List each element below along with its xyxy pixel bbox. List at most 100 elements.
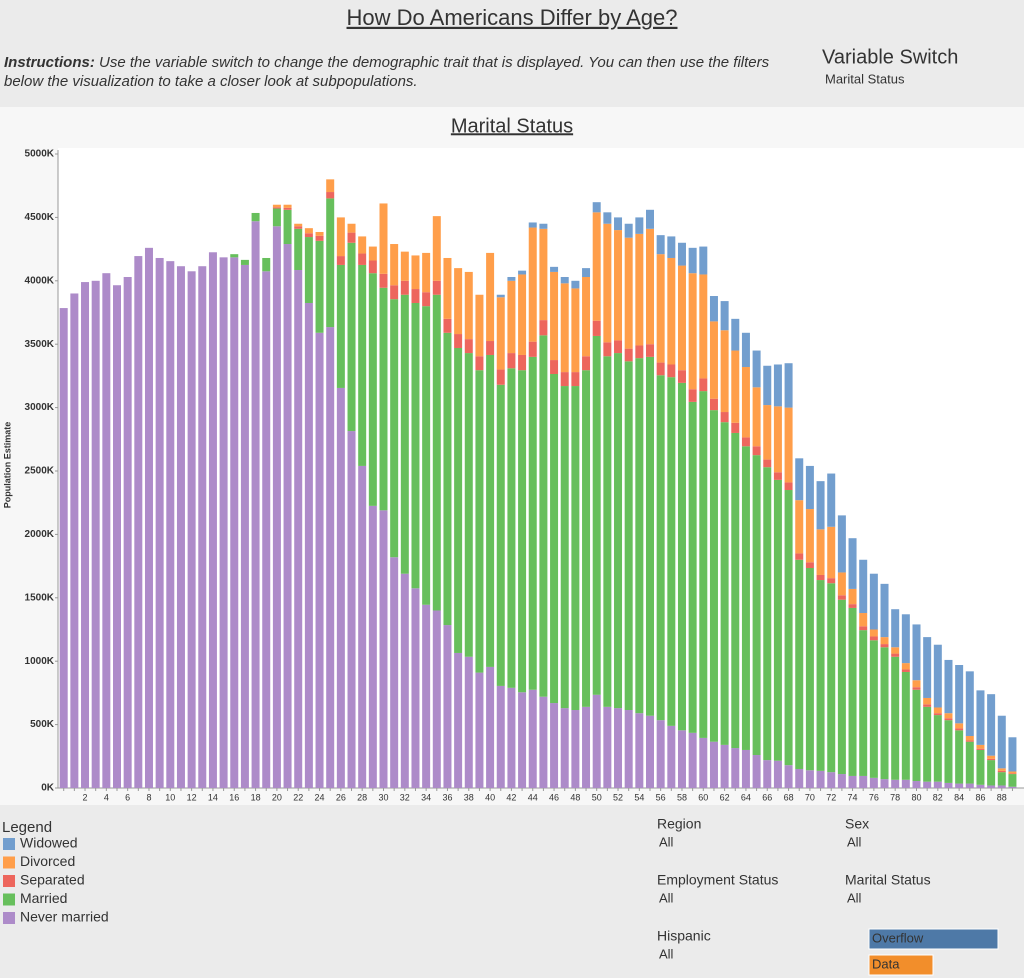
bar-segment: [997, 715, 1006, 769]
x-tick-label: 64: [741, 792, 751, 802]
bar-segment: [454, 348, 463, 653]
bar-segment: [763, 365, 772, 406]
bar-segment: [656, 362, 665, 376]
switch-value[interactable]: Marital Status: [825, 71, 905, 86]
bar-segment: [496, 384, 505, 686]
bar-segment: [624, 223, 633, 238]
y-tick-label: 500K: [30, 719, 55, 730]
bar-segment: [230, 254, 239, 258]
bar-segment: [848, 538, 857, 589]
instructions: Instructions: Use the variable switch to…: [4, 53, 794, 91]
button-label[interactable]: Data: [872, 956, 900, 971]
bar-segment: [752, 755, 761, 788]
bar-segment: [880, 637, 889, 645]
legend-swatch: [3, 912, 15, 924]
bar-segment: [646, 228, 654, 345]
bar-segment: [795, 458, 804, 501]
bar-segment: [326, 179, 335, 193]
bar-segment: [656, 375, 665, 721]
bar-segment: [219, 257, 228, 788]
bar-segment: [752, 350, 761, 388]
x-tick-label: 32: [400, 792, 410, 802]
bar-segment: [379, 510, 388, 788]
bar-segment: [603, 223, 612, 343]
bar-segment: [677, 242, 686, 266]
legend-swatch: [3, 838, 15, 850]
bar-segment: [699, 246, 708, 275]
bar-segment: [454, 652, 463, 788]
bar-segment: [326, 198, 335, 328]
bar-segment: [379, 287, 388, 511]
bar-segment: [326, 192, 335, 199]
bar-segment: [635, 233, 644, 346]
y-axis-title: Population Estimate: [2, 422, 12, 509]
bar-segment: [816, 481, 825, 530]
x-tick-label: 48: [570, 792, 580, 802]
x-tick-label: 42: [506, 792, 516, 802]
x-tick-label: 10: [165, 792, 175, 802]
bar-segment: [70, 293, 79, 788]
button-label[interactable]: Overflow: [872, 930, 924, 945]
bar-segment: [507, 276, 516, 281]
x-tick-label: 14: [208, 792, 218, 802]
filter-value[interactable]: All: [659, 834, 674, 849]
bar-segment: [422, 306, 431, 605]
bar-segment: [283, 204, 292, 208]
bar-segment: [336, 264, 345, 388]
bar-segment: [795, 559, 804, 769]
bar-segment: [603, 706, 612, 788]
filter-value[interactable]: All: [847, 834, 862, 849]
bar-segment: [230, 257, 239, 788]
bar-segment: [784, 765, 793, 788]
bar-segment: [955, 730, 964, 784]
bar-segment: [432, 216, 441, 281]
filter-value[interactable]: All: [659, 890, 674, 905]
button[interactable]: [868, 928, 999, 950]
filter-value[interactable]: All: [659, 946, 674, 961]
instructions-label: Instructions:: [4, 54, 95, 71]
bar-segment: [315, 332, 324, 788]
bar-segment: [880, 583, 889, 638]
bar-segment: [656, 254, 665, 363]
bar-segment: [816, 770, 825, 788]
bar-segment: [560, 276, 569, 284]
bar-segment: [901, 663, 910, 670]
button[interactable]: [868, 954, 934, 976]
bar-segment: [923, 697, 932, 705]
instructions-text: Use the variable switch to change the de…: [4, 54, 770, 90]
x-tick-label: 74: [848, 792, 858, 802]
filter-label: Region: [657, 816, 701, 832]
bar-segment: [965, 783, 974, 788]
bar-segment: [507, 280, 516, 354]
bar-segment: [251, 221, 260, 789]
legend-swatch: [3, 856, 15, 869]
bar-segment: [315, 240, 324, 333]
bar-segment: [635, 358, 644, 714]
bar-segment: [496, 297, 505, 370]
bar-segment: [624, 237, 633, 349]
bar-segment: [571, 386, 580, 711]
bar-segment: [592, 202, 601, 213]
filter-value[interactable]: All: [847, 890, 862, 905]
bar-segment: [1008, 773, 1017, 775]
bar-segment: [752, 455, 761, 756]
bar-segment: [624, 361, 633, 711]
bar-segment: [741, 749, 750, 788]
bar-segment: [720, 422, 729, 745]
bar-segment: [677, 730, 686, 788]
bar-segment: [699, 391, 708, 738]
bar-segment: [539, 335, 548, 697]
bar-segment: [358, 253, 367, 265]
bar-segment: [901, 779, 910, 788]
bar-segment: [773, 406, 782, 473]
bar-segment: [859, 613, 868, 627]
x-tick-label: 72: [826, 792, 836, 802]
x-tick-label: 76: [869, 792, 879, 802]
bar-segment: [827, 473, 836, 527]
bar-segment: [816, 529, 825, 575]
x-tick-label: 28: [357, 792, 367, 802]
bar-segment: [400, 251, 409, 281]
bar-segment: [113, 285, 121, 788]
x-tick-label: 70: [805, 792, 815, 802]
